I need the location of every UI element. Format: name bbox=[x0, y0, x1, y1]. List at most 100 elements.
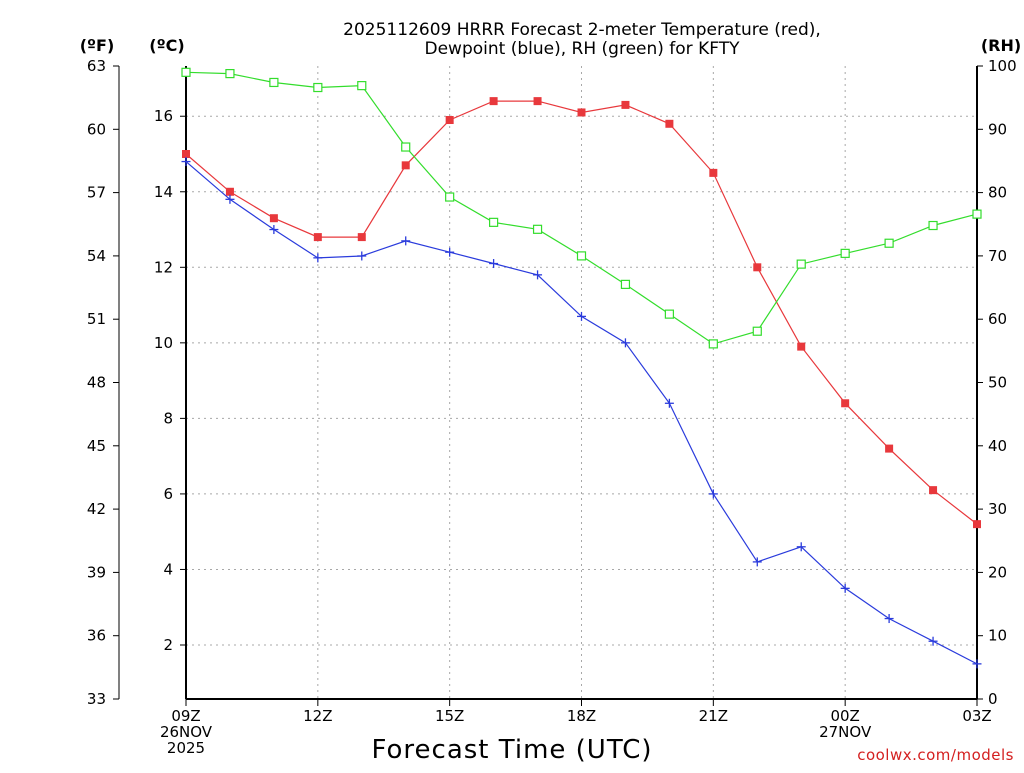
rh-tick-label: 20 bbox=[988, 563, 1007, 581]
series-layer bbox=[181, 67, 982, 669]
fahrenheit-tick-label: 57 bbox=[87, 184, 106, 202]
grid-layer bbox=[186, 66, 977, 699]
chart-title-line-2: Dewpoint (blue), RH (green) for KFTY bbox=[425, 39, 741, 59]
fahrenheit-tick-label: 42 bbox=[87, 500, 106, 518]
rh-point bbox=[972, 209, 982, 219]
rh-tick-label: 90 bbox=[988, 120, 1007, 138]
rh-unit-label: (RH) bbox=[981, 36, 1021, 55]
fahrenheit-tick-label: 63 bbox=[87, 57, 106, 75]
dewpoint-point bbox=[664, 398, 674, 408]
temperature-point bbox=[313, 233, 322, 242]
x-tick-label: 00Z bbox=[830, 707, 859, 725]
x-tick-label: 2025 bbox=[167, 739, 205, 757]
temperature-point bbox=[269, 214, 278, 223]
rh-point bbox=[840, 248, 850, 258]
rh-tick-label: 0 bbox=[988, 690, 998, 708]
x-tick-label: 12Z bbox=[303, 707, 332, 725]
fahrenheit-tick-label: 36 bbox=[87, 627, 106, 645]
temperature-point bbox=[709, 168, 718, 177]
rh-tick-label: 60 bbox=[988, 310, 1007, 328]
dewpoint-point bbox=[972, 659, 982, 669]
rh-tick-label: 80 bbox=[988, 184, 1007, 202]
temperature-point bbox=[929, 486, 938, 495]
temperature-point bbox=[533, 97, 542, 106]
x-tick-label: 26NOV bbox=[160, 723, 213, 741]
dewpoint-point bbox=[533, 270, 543, 280]
celsius-tick-label: 2 bbox=[163, 636, 173, 654]
temperature-point bbox=[401, 161, 410, 170]
credit-text: coolwx.com/models bbox=[857, 746, 1014, 764]
fahrenheit-tick-label: 39 bbox=[87, 563, 106, 581]
fahrenheit-tick-label: 48 bbox=[87, 374, 106, 392]
fahrenheit-unit-label: (ºF) bbox=[80, 36, 115, 55]
x-tick-label: 21Z bbox=[699, 707, 728, 725]
rh-point bbox=[445, 192, 455, 202]
temperature-point bbox=[225, 187, 234, 196]
rh-tick-label: 10 bbox=[988, 627, 1007, 645]
temperature-point bbox=[357, 233, 366, 242]
temperature-point bbox=[445, 116, 454, 125]
rh-point bbox=[752, 326, 762, 336]
x-tick-label: 27NOV bbox=[819, 723, 872, 741]
temperature-point bbox=[841, 399, 850, 408]
temperature-point bbox=[182, 150, 190, 159]
fahrenheit-tick-label: 51 bbox=[87, 310, 106, 328]
dewpoint-point bbox=[357, 251, 367, 261]
temperature-point bbox=[973, 520, 981, 529]
dewpoint-point bbox=[796, 542, 806, 552]
rh-point bbox=[576, 251, 587, 261]
x-tick-label: 09Z bbox=[171, 707, 200, 725]
rh-tick-label: 30 bbox=[988, 500, 1007, 518]
x-tick-label: 15Z bbox=[435, 707, 464, 725]
x-tick-label: 18Z bbox=[567, 707, 596, 725]
temperature-point bbox=[621, 100, 630, 109]
rh-point bbox=[796, 259, 806, 269]
rh-tick-label: 50 bbox=[988, 374, 1007, 392]
celsius-tick-label: 14 bbox=[154, 183, 173, 201]
fahrenheit-tick-label: 60 bbox=[87, 120, 106, 138]
rh-tick-label: 100 bbox=[988, 57, 1017, 75]
temperature-point bbox=[577, 108, 586, 117]
rh-point bbox=[181, 67, 191, 77]
rh-point bbox=[928, 220, 938, 231]
rh-point bbox=[269, 77, 279, 88]
temperature-point bbox=[665, 119, 674, 128]
dewpoint-point bbox=[225, 194, 235, 204]
temperature-point bbox=[885, 444, 894, 453]
dewpoint-point bbox=[752, 557, 762, 567]
dewpoint-point bbox=[489, 259, 499, 269]
rh-point bbox=[357, 81, 367, 91]
x-tick-label: 03Z bbox=[962, 707, 991, 725]
chart-title-line-1: 2025112609 HRRR Forecast 2-meter Tempera… bbox=[343, 20, 821, 40]
dewpoint-point bbox=[401, 236, 411, 246]
rh-point bbox=[401, 142, 411, 152]
rh-point bbox=[225, 68, 235, 79]
dewpoint-point bbox=[269, 225, 279, 235]
celsius-tick-label: 10 bbox=[154, 334, 173, 352]
rh-point bbox=[708, 339, 718, 349]
dewpoint-point bbox=[708, 489, 718, 499]
rh-point bbox=[313, 82, 323, 93]
rh-series bbox=[181, 67, 982, 349]
rh-point bbox=[620, 279, 631, 289]
rh-point bbox=[532, 224, 543, 234]
fahrenheit-tick-label: 45 bbox=[87, 437, 106, 455]
celsius-tick-label: 16 bbox=[154, 107, 173, 125]
dewpoint-point bbox=[445, 247, 455, 257]
temperature-point bbox=[797, 342, 806, 351]
dewpoint-point bbox=[313, 253, 323, 263]
dewpoint-point bbox=[928, 636, 938, 646]
dewpoint-point bbox=[840, 583, 850, 593]
axes-layer: 33 36 39 42 45 48 51 54 57 60 63 2 4 6 8 10 12 14 16 0 10 20 3… bbox=[87, 57, 1017, 757]
dewpoint-point bbox=[620, 338, 630, 348]
celsius-tick-label: 12 bbox=[154, 258, 173, 276]
temperature-point bbox=[753, 263, 762, 272]
celsius-unit-label: (ºC) bbox=[149, 36, 184, 55]
celsius-tick-label: 6 bbox=[163, 485, 173, 503]
temperature-series bbox=[182, 97, 981, 529]
celsius-tick-label: 4 bbox=[163, 560, 173, 578]
dewpoint-point bbox=[181, 157, 191, 167]
celsius-tick-label: 8 bbox=[163, 409, 173, 427]
dewpoint-point bbox=[577, 311, 586, 321]
